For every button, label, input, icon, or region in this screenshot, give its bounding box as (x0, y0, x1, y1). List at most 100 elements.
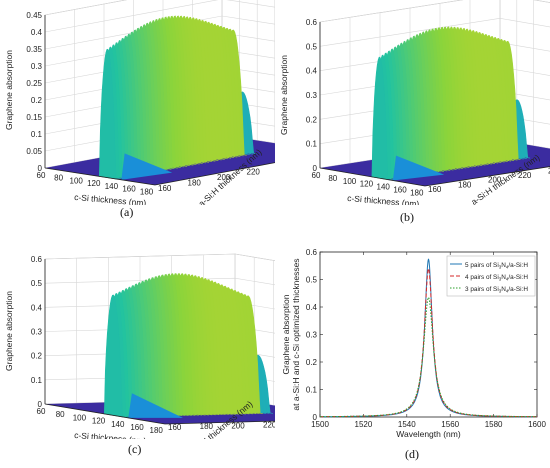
y-tick-label: 0.5 (306, 276, 318, 285)
x-tick-label: 140 (377, 183, 391, 192)
y-tick-label: 220 (247, 168, 261, 177)
z-tick-label: 0.3 (31, 328, 43, 337)
x-tick-label: 80 (54, 174, 63, 183)
surface-plot-b: 6080100120140160180160180200220240260280… (279, 0, 550, 209)
y-tick-label: 0.4 (306, 303, 318, 312)
z-tick-label: 0.4 (306, 67, 318, 76)
panel-c: 6080100120140160180160180200220240260280… (0, 234, 372, 468)
z-tick-label: 0.3 (306, 91, 318, 100)
z-tick-label: 0.2 (31, 96, 43, 105)
z-axis-title: Graphene absorption (4, 50, 14, 130)
z-tick-label: 0 (38, 164, 43, 173)
caption-b: (b) (400, 210, 414, 224)
x-tick-label: 60 (37, 407, 46, 416)
x-tick-label: 180 (140, 187, 154, 196)
surface-strip (371, 56, 390, 181)
x-tick-label: 120 (92, 417, 106, 426)
axes-box-c: 6080100120140160180160180200220240260280… (4, 253, 372, 459)
z-tick-label: 0.4 (31, 303, 43, 312)
x-tick-label: 1500 (311, 420, 329, 429)
x-tick-label: 80 (328, 174, 337, 183)
axes-d: 1500 1520 1540 1560 1580 1600 0 0.1 0.2 0.3 0.4 0.5… (281, 248, 546, 439)
z-axis-title: Graphene absorption (4, 291, 14, 371)
x-tick-label: 120 (360, 180, 374, 189)
z-tick-label: 0.1 (31, 130, 43, 139)
surface-strip (103, 294, 125, 418)
z-tick-label: 0.35 (26, 45, 42, 54)
x-tick-label: 140 (105, 182, 119, 191)
z-tick-label: 0.5 (31, 279, 43, 288)
surface-peak (103, 273, 273, 418)
surface-plot-a: 6080100120140160180160180200220240260280… (4, 0, 349, 209)
x-tick-label: 80 (56, 410, 65, 419)
y-tick-label: 0.2 (306, 358, 318, 367)
x-axis-title: c-Si thickness (nm) (347, 193, 420, 205)
x-tick-label: 160 (122, 185, 136, 194)
caption-d: (d) (405, 447, 419, 461)
x-tick-label: 1540 (398, 420, 416, 429)
z-tick-label: 0.4 (31, 28, 43, 37)
y-tick-label: 160 (428, 185, 442, 194)
x-tick-label: 60 (312, 171, 321, 180)
x-tick-label: 100 (70, 176, 84, 185)
x-tick-label: 1600 (528, 420, 546, 429)
z-tick-label: 0.05 (26, 147, 42, 156)
y-axis-title-line1: Graphene absorption (281, 294, 291, 374)
axes-box-a: 6080100120140160180160180200220240260280… (4, 0, 349, 209)
x-tick-label: 180 (150, 426, 164, 435)
x-tick-label: 100 (73, 413, 87, 422)
x-tick-label: 120 (87, 179, 101, 188)
z-tick-label: 0 (313, 164, 318, 173)
z-axis-title: Graphene absorption (279, 55, 289, 135)
surface-plot-c: 6080100120140160180160180200220240260280… (4, 253, 372, 459)
z-tick-label: 0.2 (31, 352, 43, 361)
legend-label: 4 pairs of Si3N4/a-Si:H (465, 274, 528, 282)
x-tick-label: 180 (410, 188, 424, 197)
caption-c: (c) (128, 442, 142, 456)
z-tick-label: 0.15 (26, 113, 42, 122)
x-axis-title: Wavelength (nm) (396, 429, 461, 439)
x-tick-label: 1580 (485, 420, 503, 429)
y-tick-label: 180 (200, 422, 214, 431)
surface-side-lobe (121, 153, 173, 180)
y-tick-label: 0 (313, 413, 318, 422)
y-tick-label: 220 (263, 421, 275, 430)
surface-strip (98, 48, 119, 180)
z-tick-label: 0.1 (306, 140, 318, 149)
y-tick-label: 240 (548, 166, 550, 175)
z-tick-label: 0.3 (31, 62, 43, 71)
legend: 5 pairs of Si3N4/a-Si:H 4 pairs of Si3N4/… (446, 255, 536, 297)
x-tick-label: 160 (393, 185, 407, 194)
axes-box-b: 6080100120140160180160180200220240260280… (279, 0, 550, 209)
panel-d: 1500 1520 1540 1560 1580 1600 0 0.1 0.2 0.3 0.4 0.5… (275, 234, 550, 468)
y-axis-line (424, 166, 550, 187)
x-axis-line (44, 403, 166, 425)
y-tick-label: 180 (188, 179, 202, 188)
y-tick-label: 0.1 (306, 386, 318, 395)
z-tick-label: 0.6 (306, 18, 318, 27)
x-tick-label: 160 (130, 423, 144, 432)
z-tick-label: 0.5 (306, 42, 318, 51)
legend-box (446, 255, 536, 297)
x-axis-title: c-Si thickness (nm) (74, 192, 147, 205)
y-tick-label: 0.6 (306, 248, 318, 257)
legend-label: 3 pairs of Si3N4/a-Si:H (465, 286, 528, 294)
caption-a: (a) (120, 205, 134, 219)
y-tick-label: 180 (458, 180, 472, 189)
x-tick-label: 140 (111, 420, 125, 429)
z-tick-label: 0.6 (31, 255, 43, 264)
y-tick-label: 200 (217, 173, 231, 182)
x-tick-label: 1520 (355, 420, 373, 429)
surface-peak (371, 26, 531, 181)
y-tick-label: 220 (518, 171, 532, 180)
z-tick-label: 0.2 (306, 115, 318, 124)
panel-b: 6080100120140160180160180200220240260280… (275, 0, 550, 232)
surface-side-lobe (128, 393, 183, 418)
x-tick-label: 1560 (441, 420, 459, 429)
z-tick-label: 0.45 (26, 11, 42, 20)
y-tick-label: 200 (231, 421, 245, 430)
x-axis-line (319, 167, 426, 187)
y-axis-title-line2: at a-Si:H and c-Si optimized thicknesses (291, 258, 301, 410)
z-tick-label: 0 (38, 400, 43, 409)
y-tick-label: 0.3 (306, 331, 318, 340)
